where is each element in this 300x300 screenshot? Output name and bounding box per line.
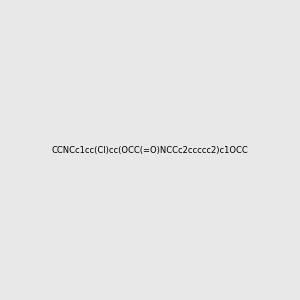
Text: CCNCc1cc(Cl)cc(OCC(=O)NCCc2ccccc2)c1OCC: CCNCc1cc(Cl)cc(OCC(=O)NCCc2ccccc2)c1OCC — [52, 146, 248, 154]
